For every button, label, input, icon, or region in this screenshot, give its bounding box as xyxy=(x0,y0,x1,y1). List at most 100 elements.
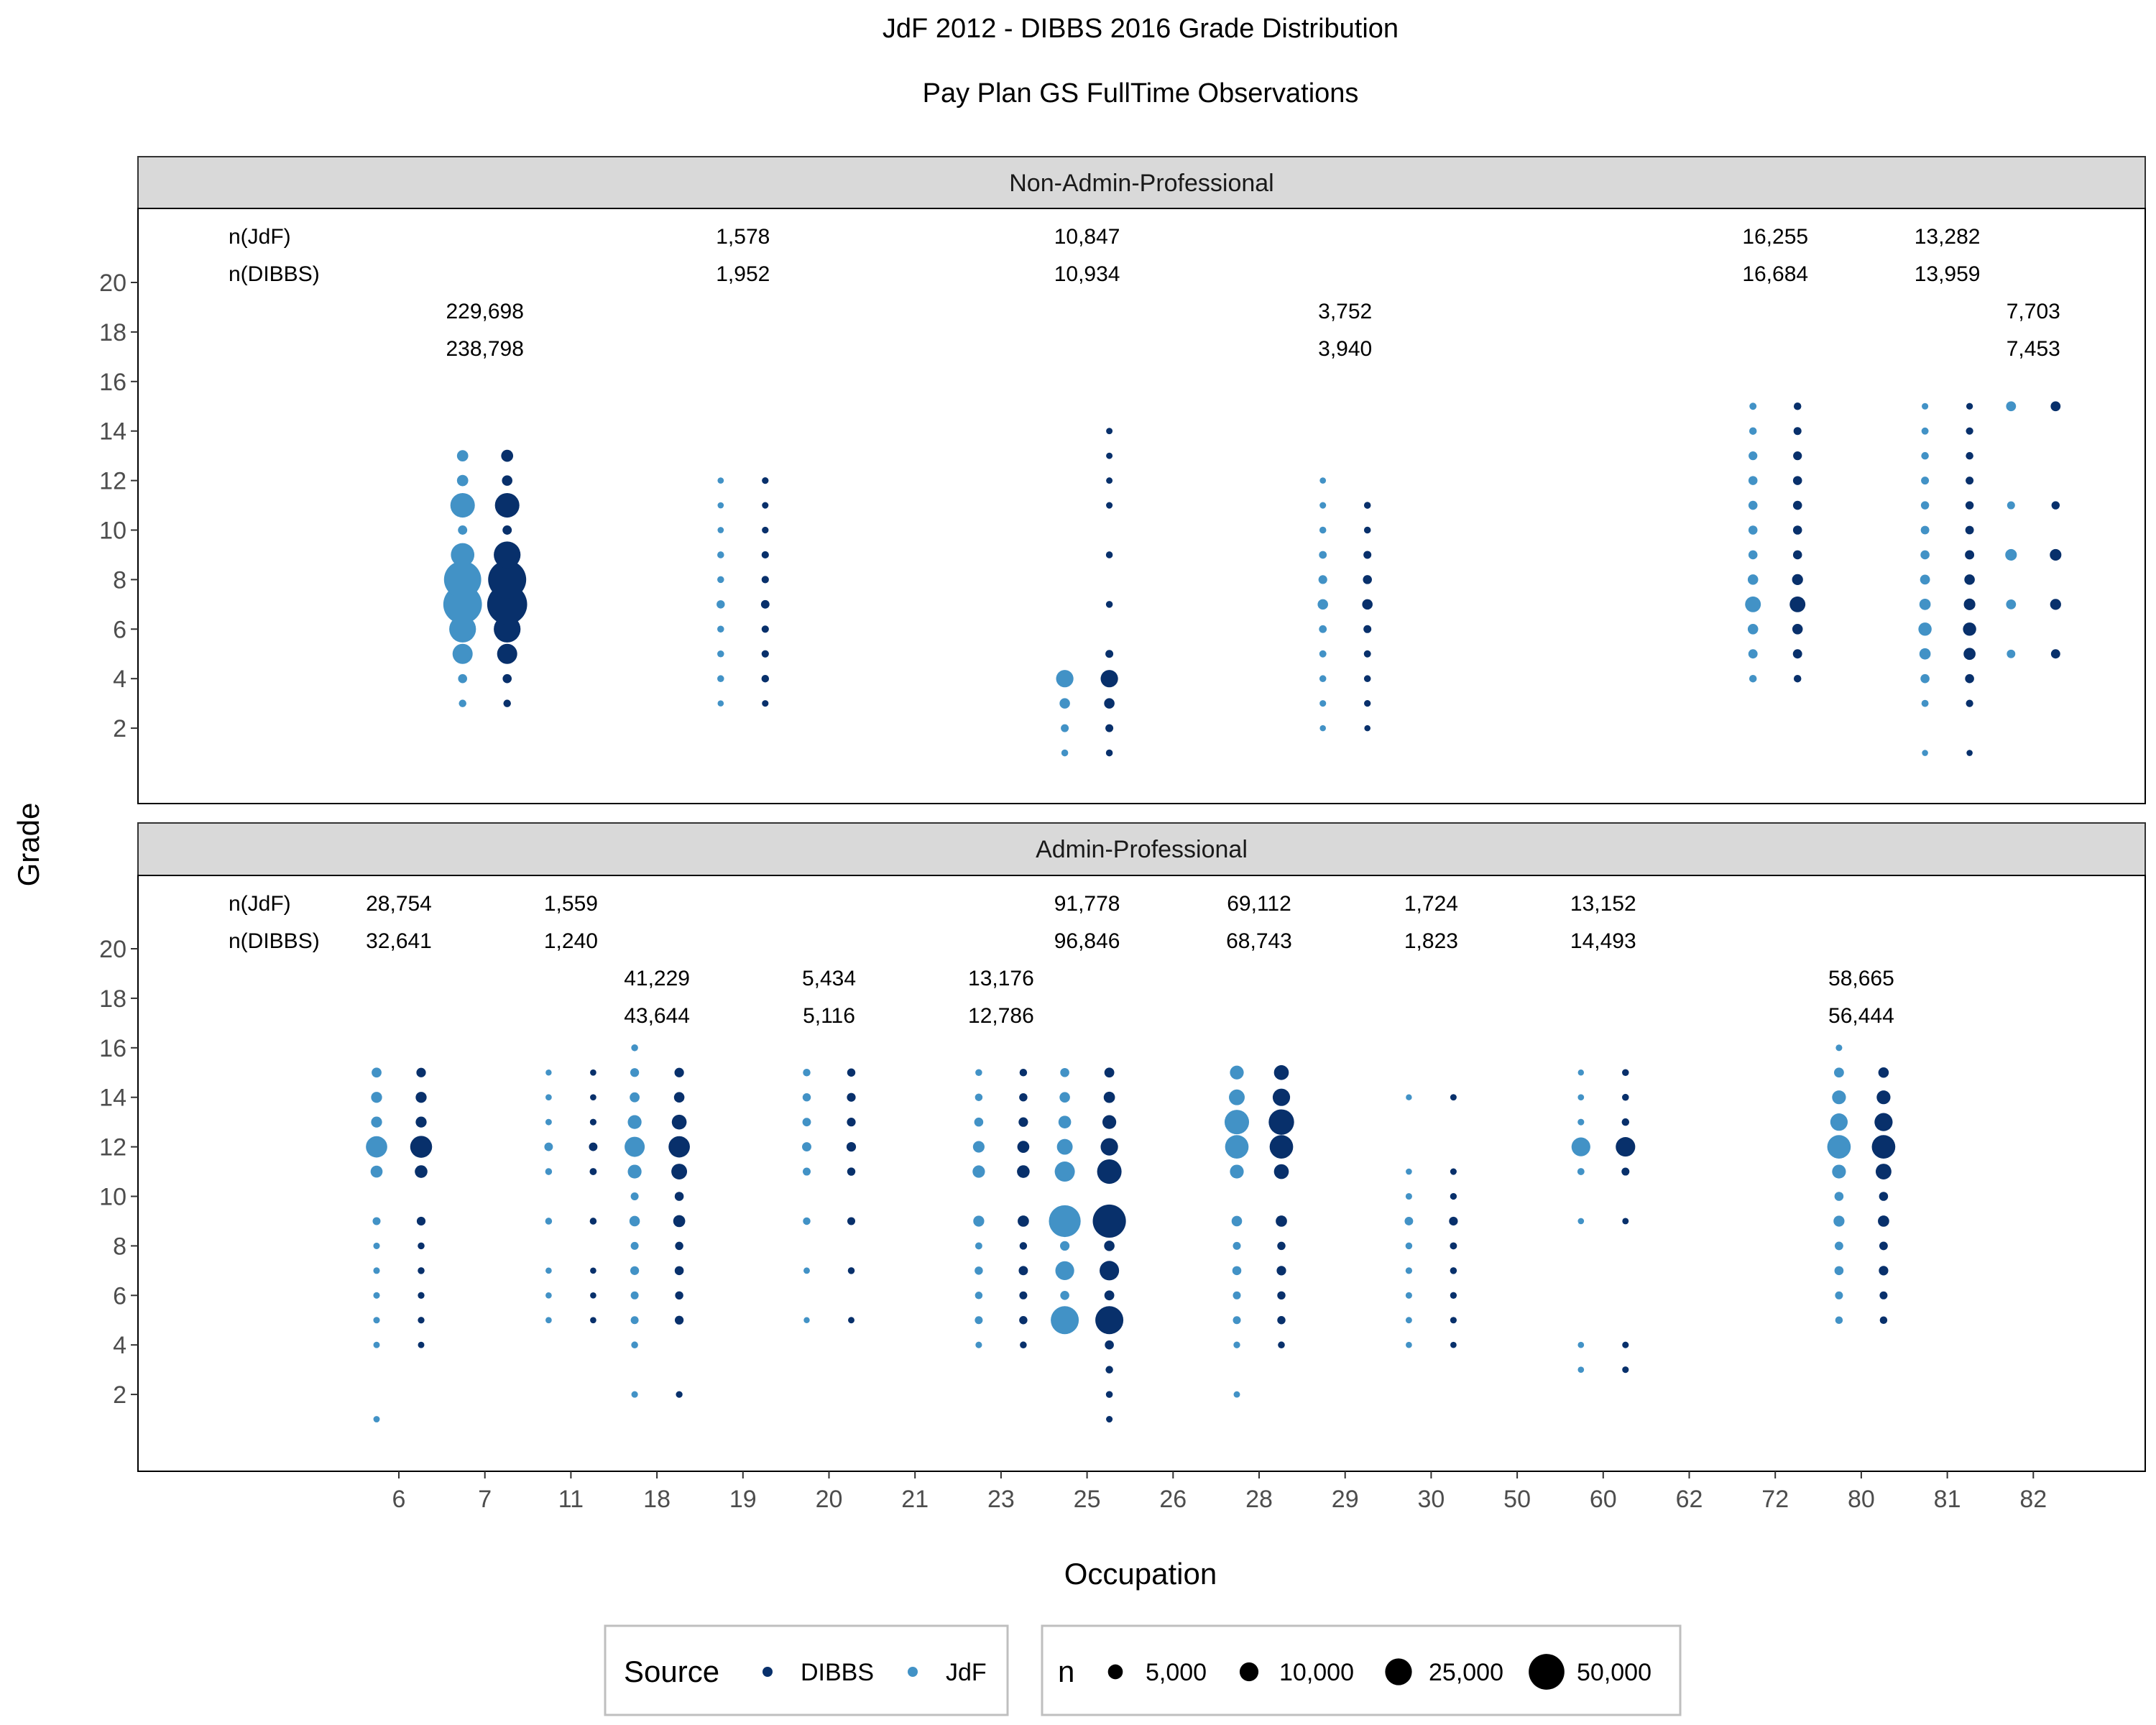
dibbs-point xyxy=(1363,526,1371,534)
dibbs-point xyxy=(675,1291,683,1300)
y-tick-label: 18 xyxy=(99,319,126,346)
count-jdf-label: 1,559 xyxy=(544,892,598,916)
dibbs-point xyxy=(590,1094,596,1101)
occupation-group-25: 10,847 10,934 xyxy=(1054,225,1120,757)
jdf-point xyxy=(630,1291,639,1300)
y-tick-label: 16 xyxy=(99,369,126,396)
jdf-point xyxy=(1058,1116,1072,1128)
dibbs-point xyxy=(1364,724,1370,732)
jdf-point xyxy=(1319,625,1327,633)
jdf-point xyxy=(1835,1316,1843,1324)
dibbs-point xyxy=(1102,1115,1117,1129)
dibbs-point xyxy=(418,1341,425,1348)
jdf-point xyxy=(1748,476,1758,485)
dibbs-point xyxy=(1018,1266,1028,1276)
dibbs-point xyxy=(1450,1192,1457,1200)
jdf-point xyxy=(366,1136,387,1158)
jdf-point xyxy=(1405,1267,1413,1274)
dibbs-point xyxy=(1966,451,1973,460)
jdf-point xyxy=(456,450,469,461)
jdf-point xyxy=(1319,526,1327,534)
jdf-point xyxy=(1059,698,1070,709)
y-tick-label: 16 xyxy=(99,1035,126,1062)
dibbs-point xyxy=(1879,1316,1888,1324)
y-tick-label: 4 xyxy=(113,666,126,693)
dibbs-point xyxy=(1792,550,1802,560)
count-dibbs-label: 13,959 xyxy=(1915,262,1981,286)
dibbs-point xyxy=(1966,402,1973,410)
dibbs-point xyxy=(761,674,770,683)
jdf-point xyxy=(545,1317,552,1324)
jdf-point xyxy=(1749,451,1758,461)
y-tick-label: 8 xyxy=(113,566,126,594)
jdf-point xyxy=(717,527,724,533)
jdf-point xyxy=(717,625,724,633)
dibbs-point xyxy=(1793,674,1802,683)
dibbs-point xyxy=(502,525,512,535)
x-tick-label: 21 xyxy=(901,1486,929,1513)
dibbs-point xyxy=(1105,1366,1113,1374)
jdf-point xyxy=(1835,1044,1843,1052)
dibbs-point xyxy=(1792,476,1802,485)
jdf-point xyxy=(630,1241,639,1250)
jdf-point xyxy=(1832,1164,1846,1179)
jdf-point xyxy=(373,1267,380,1274)
jdf-point xyxy=(630,1192,639,1200)
dibbs-point xyxy=(415,1165,428,1178)
dibbs-point xyxy=(1622,1366,1629,1374)
dibbs-point xyxy=(1879,1291,1888,1300)
dibbs-point xyxy=(1020,1341,1027,1348)
dibbs-point xyxy=(1097,1159,1122,1184)
jdf-point xyxy=(1225,1135,1249,1159)
y-tick-label: 10 xyxy=(99,518,126,545)
jdf-point xyxy=(1577,1070,1585,1076)
dibbs-point xyxy=(674,1266,684,1276)
size-legend-label: 25,000 xyxy=(1429,1659,1503,1686)
dibbs-point xyxy=(1105,551,1113,558)
dibbs-point xyxy=(418,1242,425,1250)
dibbs-point xyxy=(1616,1137,1636,1157)
jdf-point xyxy=(630,1092,640,1103)
y-tick-label: 20 xyxy=(99,936,126,963)
jdf-point xyxy=(1405,1317,1412,1324)
occupation-group-29: 3,752 3,940 xyxy=(1317,300,1373,732)
dibbs-point xyxy=(1106,452,1113,459)
jdf-point xyxy=(1406,1168,1412,1175)
jdf-point xyxy=(1921,477,1930,485)
jdf-point xyxy=(443,561,482,599)
dibbs-point xyxy=(2050,401,2061,412)
dibbs-point xyxy=(488,560,527,599)
jdf-point xyxy=(717,576,724,584)
jdf-point xyxy=(1404,1217,1414,1225)
dibbs-point xyxy=(1879,1192,1889,1201)
dibbs-point xyxy=(1095,1306,1124,1335)
jdf-point xyxy=(1577,1168,1585,1175)
size-legend-key xyxy=(1107,1664,1123,1680)
jdf-point xyxy=(456,474,469,487)
jdf-point xyxy=(631,1391,638,1398)
dibbs-point xyxy=(1789,596,1806,612)
jdf-point xyxy=(975,1266,983,1275)
dibbs-point xyxy=(1363,625,1372,633)
dibbs-point xyxy=(1792,525,1802,535)
count-row-label-jdf: n(JdF) xyxy=(229,892,291,916)
jdf-point xyxy=(2007,649,2016,658)
jdf-point xyxy=(1230,1065,1244,1080)
dibbs-point xyxy=(676,1391,683,1398)
jdf-point xyxy=(975,1093,983,1101)
dibbs-point xyxy=(1106,428,1113,435)
dibbs-point xyxy=(675,1241,683,1251)
dibbs-point xyxy=(1018,1215,1029,1227)
dibbs-point xyxy=(1965,550,1975,560)
count-jdf-label: 69,112 xyxy=(1227,892,1291,916)
occupation-group-82: 7,703 7,453 xyxy=(2005,300,2062,659)
dibbs-point xyxy=(673,1092,685,1103)
jdf-point xyxy=(545,1118,552,1126)
dibbs-point xyxy=(1106,477,1113,484)
size-legend-key xyxy=(1529,1654,1565,1690)
jdf-point xyxy=(1319,700,1327,707)
jdf-point xyxy=(1834,1266,1844,1276)
dibbs-point xyxy=(590,1317,596,1324)
occupation-group-18: 41,229 43,644 xyxy=(624,967,690,1398)
jdf-point xyxy=(630,1068,640,1077)
